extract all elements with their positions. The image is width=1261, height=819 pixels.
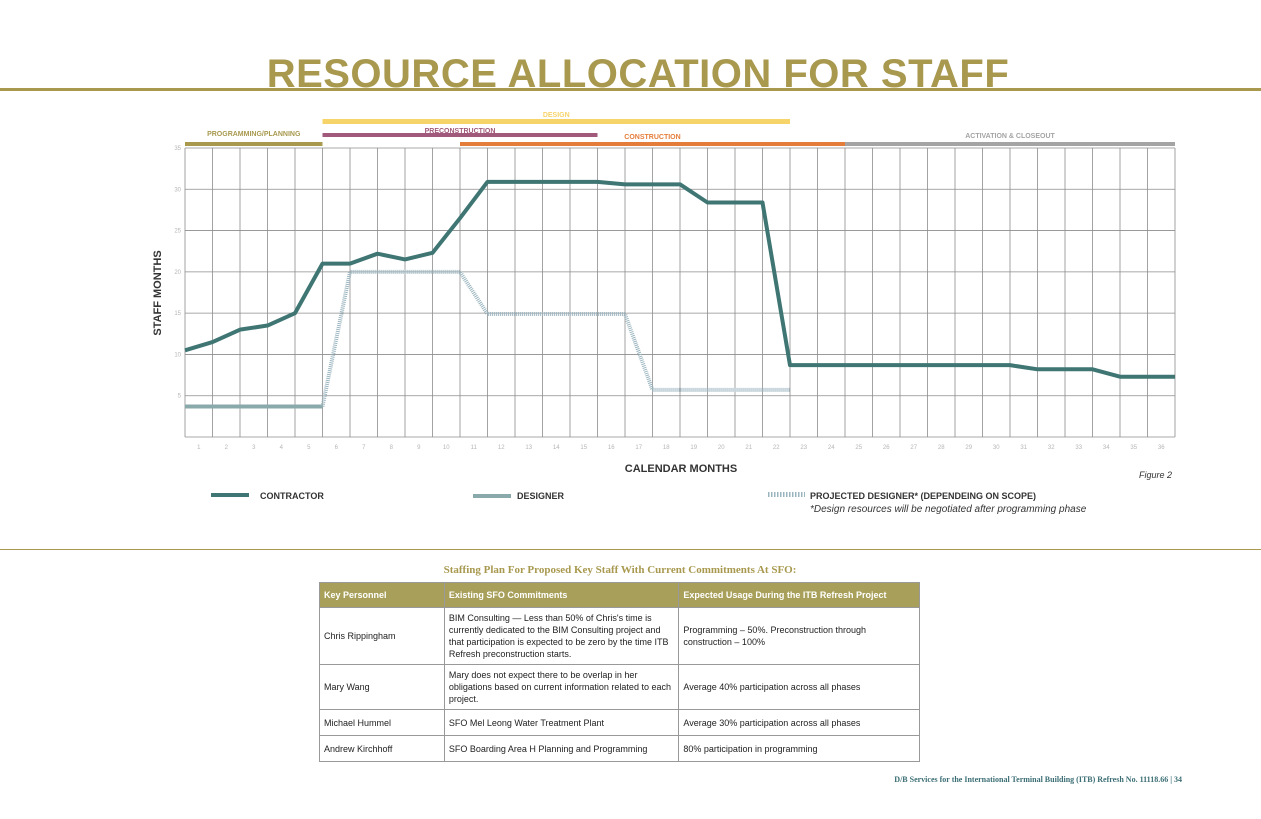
x-tick-label: 14 [553, 445, 560, 451]
legend-note: *Design resources will be negotiated aft… [810, 504, 1087, 515]
y-tick-label: 5 [178, 394, 182, 400]
table-cell: Michael Hummel [319, 709, 445, 736]
phase-bar [845, 142, 1175, 146]
phase-label: CONSTRUCTION [624, 134, 680, 141]
legend-projected-swatch [767, 492, 805, 497]
phase-bar [460, 142, 845, 146]
table-cell: Chris Rippingham [319, 607, 445, 665]
table-cell: Andrew Kirchhoff [319, 735, 445, 762]
x-tick-label: 23 [800, 445, 807, 451]
x-tick-label: 10 [443, 445, 450, 451]
table-row: Andrew Kirchhoff SFO Boarding Area H Pla… [319, 735, 920, 762]
table-cell: Mary Wang [319, 664, 445, 710]
x-tick-label: 27 [910, 445, 917, 451]
table-cell: Mary does not expect there to be overlap… [443, 664, 680, 710]
y-tick-label: 25 [174, 229, 181, 235]
x-tick-label: 21 [745, 445, 752, 451]
legend-designer-swatch [473, 494, 511, 498]
x-tick-label: 17 [635, 445, 642, 451]
figure-label: Figure 2 [1139, 470, 1172, 480]
header-key-personnel: Key Personnel [319, 582, 445, 608]
phase-label: PRECONSTRUCTION [425, 128, 496, 135]
x-tick-label: 18 [663, 445, 670, 451]
x-tick-label: 32 [1048, 445, 1055, 451]
x-tick-label: 6 [335, 445, 339, 451]
legend: CONTRACTOR DESIGNER PROJECTED DESIGNER* … [211, 491, 1087, 515]
staff-allocation-chart: PROGRAMMING/PLANNING DESIGN PRECONSTRUCTIO… [152, 112, 1176, 515]
table-row: Chris Rippingham BIM Consulting — Less t… [319, 607, 920, 665]
phase-label: PROGRAMMING/PLANNING [207, 131, 301, 138]
series-line-projected-designer [320, 269, 790, 407]
legend-projected-label: PROJECTED DESIGNER* (DEPENDEING ON SCOPE… [810, 491, 1036, 501]
y-tick-label: 30 [174, 187, 181, 193]
x-tick-label: 28 [938, 445, 945, 451]
x-tick-label: 29 [965, 445, 972, 451]
x-tick-label: 2 [225, 445, 229, 451]
y-tick-label: 10 [174, 352, 181, 358]
phase-label: ACTIVATION & CLOSEOUT [965, 133, 1055, 140]
table-cell: SFO Boarding Area H Planning and Program… [443, 735, 680, 762]
x-tick-label: 8 [390, 445, 394, 451]
legend-contractor-swatch [211, 493, 249, 497]
x-tick-label: 13 [525, 445, 532, 451]
x-tick-label: 35 [1130, 445, 1137, 451]
table-row: Michael Hummel SFO Mel Leong Water Treat… [319, 709, 920, 736]
y-tick-label: 15 [174, 311, 181, 317]
x-axis-title: CALENDAR MONTHS [625, 463, 737, 475]
table-cell: BIM Consulting — Less than 50% of Chris'… [443, 607, 680, 665]
legend-contractor-label: CONTRACTOR [260, 491, 324, 501]
table-row: Mary Wang Mary does not expect there to … [319, 664, 920, 710]
x-tick-label: 5 [307, 445, 311, 451]
x-tick-label: 33 [1075, 445, 1082, 451]
table-cell: 80% participation in programming [678, 735, 920, 762]
x-tick-label: 34 [1103, 445, 1110, 451]
phase-bar [322, 119, 790, 124]
title-rule [0, 88, 1261, 91]
table-cell: Programming – 50%. Preconstruction throu… [678, 607, 920, 665]
x-tick-label: 31 [1020, 445, 1027, 451]
phase-label: DESIGN [543, 112, 570, 119]
legend-designer-label: DESIGNER [517, 491, 565, 501]
table-cell: Average 30% participation across all pha… [678, 709, 920, 736]
x-tick-label: 1 [197, 445, 201, 451]
y-tick-label: 20 [174, 270, 181, 276]
x-tick-label: 30 [993, 445, 1000, 451]
y-tick-label: 35 [174, 146, 181, 152]
y-axis-title: STAFF MONTHS [152, 250, 164, 335]
table-cell: SFO Mel Leong Water Treatment Plant [443, 709, 680, 736]
x-tick-label: 7 [362, 445, 366, 451]
table-caption: Staffing Plan For Proposed Key Staff Wit… [443, 564, 797, 576]
x-tick-label: 36 [1158, 445, 1165, 451]
x-tick-label: 12 [498, 445, 505, 451]
table-header-row: Key Personnel Existing SFO Commitments E… [319, 582, 920, 608]
x-tick-label: 26 [883, 445, 890, 451]
header-existing-commitments: Existing SFO Commitments [443, 582, 680, 608]
x-tick-label: 3 [252, 445, 256, 451]
x-tick-label: 15 [580, 445, 587, 451]
x-tick-label: 20 [718, 445, 725, 451]
x-tick-label: 16 [608, 445, 615, 451]
table-cell: Average 40% participation across all pha… [678, 664, 920, 710]
phase-bar [185, 142, 323, 146]
x-tick-label: 9 [417, 445, 421, 451]
x-tick-label: 25 [855, 445, 862, 451]
x-tick-label: 4 [280, 445, 284, 451]
x-tick-label: 22 [773, 445, 780, 451]
header-expected-usage: Expected Usage During the ITB Refresh Pr… [678, 582, 920, 608]
x-tick-label: 24 [828, 445, 835, 451]
section-divider [0, 549, 1261, 550]
x-tick-label: 11 [471, 445, 478, 451]
phase-bar [322, 133, 598, 137]
staffing-table: Key Personnel Existing SFO Commitments E… [319, 582, 920, 762]
x-tick-label: 19 [690, 445, 697, 451]
page-footer: D/B Services for the International Termi… [894, 775, 1182, 784]
